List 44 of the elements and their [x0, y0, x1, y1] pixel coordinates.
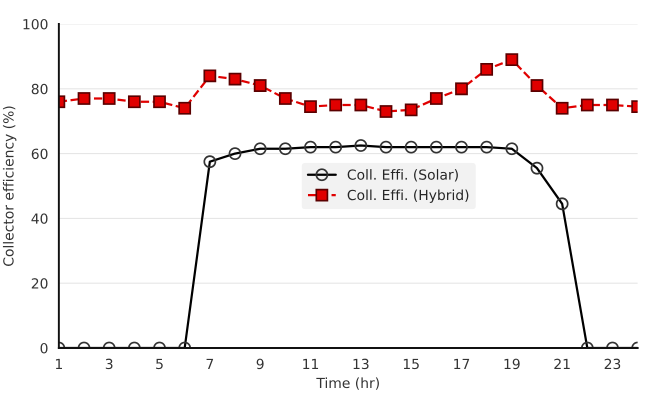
point [404, 103, 418, 116]
point [78, 92, 90, 105]
y-tick-label: 0 [40, 342, 48, 354]
y-axis-title: Collector efficiency (%) [2, 106, 16, 266]
point [278, 92, 292, 105]
x-tick-label: 17 [454, 358, 470, 369]
point [128, 95, 141, 108]
y-tick-label: 20 [32, 278, 48, 289]
point [254, 79, 267, 92]
x-tick-label: 21 [554, 358, 570, 369]
x-tick-label: 23 [604, 358, 620, 370]
x-tick-label: 19 [504, 358, 520, 370]
point [153, 95, 166, 108]
x-tick-label: 13 [354, 358, 369, 370]
point [178, 102, 192, 115]
point [430, 92, 443, 105]
point [455, 82, 468, 96]
x-tick-label: 9 [256, 358, 264, 370]
point [354, 98, 368, 112]
point [380, 105, 392, 118]
point [505, 53, 518, 66]
x-tick-label: 7 [206, 358, 214, 369]
point [329, 98, 342, 112]
point [606, 98, 619, 112]
y-tick-label: 60 [32, 148, 48, 160]
y-tick-label: 100 [23, 18, 48, 30]
x-tick-label: 5 [156, 358, 163, 370]
point [530, 79, 544, 92]
x-tick-label: 11 [303, 358, 318, 369]
point [480, 62, 494, 76]
point [102, 92, 116, 105]
x-axis-title: Time (hr) [316, 377, 379, 390]
x-tick-label: 1 [56, 358, 62, 369]
y-tick-label: 80 [32, 84, 48, 94]
point [203, 69, 216, 82]
point [228, 72, 242, 86]
x-tick-label: 15 [404, 358, 419, 370]
x-tick-label: 3 [106, 358, 112, 370]
legend-label: Coll. Effi. (Hybrid) [348, 189, 468, 203]
legend-label: Coll. Effi. (Solar) [348, 169, 458, 182]
point [556, 102, 569, 115]
point [580, 98, 594, 112]
y-tick-label: 40 [31, 213, 48, 224]
point [304, 100, 317, 114]
